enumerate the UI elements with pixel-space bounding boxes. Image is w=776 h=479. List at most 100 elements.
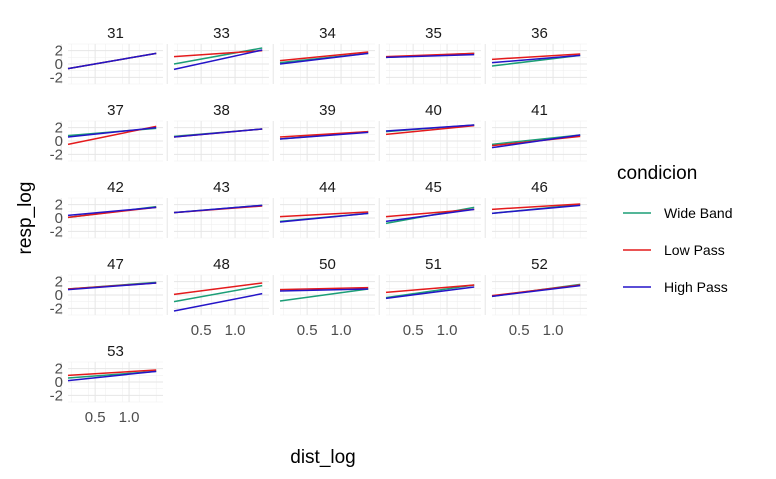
series-line-high-pass — [67, 206, 157, 217]
x-tick-label: 0.5 — [191, 322, 212, 339]
facet-panel: 35 — [378, 25, 481, 85]
facet-panel: 52 0.5 1.0 — [484, 256, 587, 339]
series-line-high-pass — [279, 288, 369, 292]
x-tick-label: 0.5 — [403, 322, 424, 339]
facet-label: 50 — [319, 256, 336, 273]
facet-panel: 33 — [166, 25, 269, 85]
series-line-high-pass — [67, 282, 157, 291]
facet-label: 37 — [107, 102, 124, 119]
y-tick-label: 2 — [55, 274, 63, 291]
facet-label: 47 — [107, 256, 124, 273]
facet-label: 43 — [213, 179, 230, 196]
legend-item: Low Pass — [623, 242, 725, 258]
y-tick-label: 2 — [55, 197, 63, 214]
facet-panel: 38 — [166, 102, 269, 162]
series-line-wide-band — [279, 288, 369, 302]
y-tick-label: 2 — [55, 43, 63, 60]
y-tick-label: 0 — [55, 287, 63, 304]
facet-label: 39 — [319, 102, 336, 119]
facet-label: 48 — [213, 256, 230, 273]
series-line-low-pass — [385, 208, 475, 218]
series-line-low-pass — [279, 211, 369, 218]
y-tick-label: 0 — [55, 210, 63, 227]
legend-label: Low Pass — [664, 242, 725, 258]
y-tick-label: 0 — [55, 374, 63, 391]
series-line-wide-band — [173, 47, 263, 65]
x-tick-label: 1.0 — [437, 322, 458, 339]
y-tick-label: -2 — [50, 69, 63, 86]
y-tick-label: -2 — [50, 146, 63, 163]
series-line-low-pass — [173, 282, 263, 296]
facet-panel: 50 0.5 1.0 — [272, 256, 375, 339]
y-tick-label: 2 — [55, 120, 63, 137]
facet-panel: 53 20-2 0.5 1.0 — [50, 343, 163, 426]
facet-panel: 34 — [272, 25, 375, 85]
facet-panel: 48 0.5 1.0 — [166, 256, 269, 339]
y-axis-title: resp_log — [15, 182, 36, 255]
series-line-high-pass — [491, 134, 581, 149]
y-tick-label: -2 — [50, 387, 63, 404]
x-tick-label: 0.5 — [509, 322, 530, 339]
facet-label: 38 — [213, 102, 230, 119]
facet-label: 51 — [425, 256, 442, 273]
facet-label: 33 — [213, 25, 230, 42]
legend-item: Wide Band — [623, 205, 732, 221]
facet-label: 53 — [107, 343, 124, 360]
facet-label: 31 — [107, 25, 124, 42]
series-line-high-pass — [385, 124, 475, 132]
series-line-low-pass — [491, 203, 581, 211]
series-line-high-pass — [173, 292, 263, 312]
legend-label: High Pass — [664, 279, 728, 295]
series-line-high-pass — [385, 53, 475, 59]
series-line-low-pass — [279, 51, 369, 62]
facet-label: 36 — [531, 25, 548, 42]
y-tick-label: -2 — [50, 223, 63, 240]
facet-panel: 42 20-2 — [50, 179, 163, 240]
series-line-low-pass — [279, 130, 369, 138]
facet-panel: 39 — [272, 102, 375, 162]
series-line-wide-band — [173, 284, 263, 303]
facet-panel: 44 — [272, 179, 375, 239]
series-line-low-pass — [385, 124, 475, 136]
facet-panel: 36 — [484, 25, 587, 85]
series-line-low-pass — [491, 53, 581, 61]
series-line-high-pass — [173, 204, 263, 214]
facet-label: 46 — [531, 179, 548, 196]
y-tick-label: 0 — [55, 133, 63, 150]
series-line-high-pass — [491, 54, 581, 64]
legend-label: Wide Band — [664, 205, 732, 221]
facet-panel: 43 — [166, 179, 269, 239]
facet-panel: 31 20-2 — [50, 25, 163, 86]
series-line-low-pass — [173, 49, 263, 58]
x-tick-label: 1.0 — [225, 322, 246, 339]
facet-panel: 40 — [378, 102, 481, 162]
facet-label: 42 — [107, 179, 124, 196]
facet-panel: 37 20-2 — [50, 102, 163, 163]
facet-label: 44 — [319, 179, 336, 196]
series-line-wide-band — [385, 284, 475, 299]
x-tick-label: 0.5 — [85, 409, 106, 426]
facet-label: 34 — [319, 25, 336, 42]
series-line-low-pass — [67, 369, 157, 377]
facet-label: 45 — [425, 179, 442, 196]
facet-label: 41 — [531, 102, 548, 119]
facet-label: 52 — [531, 256, 548, 273]
legend-title: condicion — [617, 163, 697, 184]
facet-panel: 45 — [378, 179, 481, 239]
facet-panel: 51 0.5 1.0 — [378, 256, 481, 339]
series-line-high-pass — [173, 49, 263, 71]
x-tick-label: 1.0 — [543, 322, 564, 339]
series-line-high-pass — [173, 128, 263, 138]
x-tick-label: 1.0 — [331, 322, 352, 339]
facet-label: 35 — [425, 25, 442, 42]
series-line-high-pass — [385, 286, 475, 300]
x-tick-label: 0.5 — [297, 322, 318, 339]
series-line-high-pass — [279, 212, 369, 223]
series-line-high-pass — [67, 370, 157, 382]
series-line-high-pass — [279, 52, 369, 65]
facet-label: 40 — [425, 102, 442, 119]
facet-panel: 46 — [484, 179, 587, 239]
facet-panel: 47 20-2 — [50, 256, 163, 317]
series-line-high-pass — [491, 284, 581, 298]
